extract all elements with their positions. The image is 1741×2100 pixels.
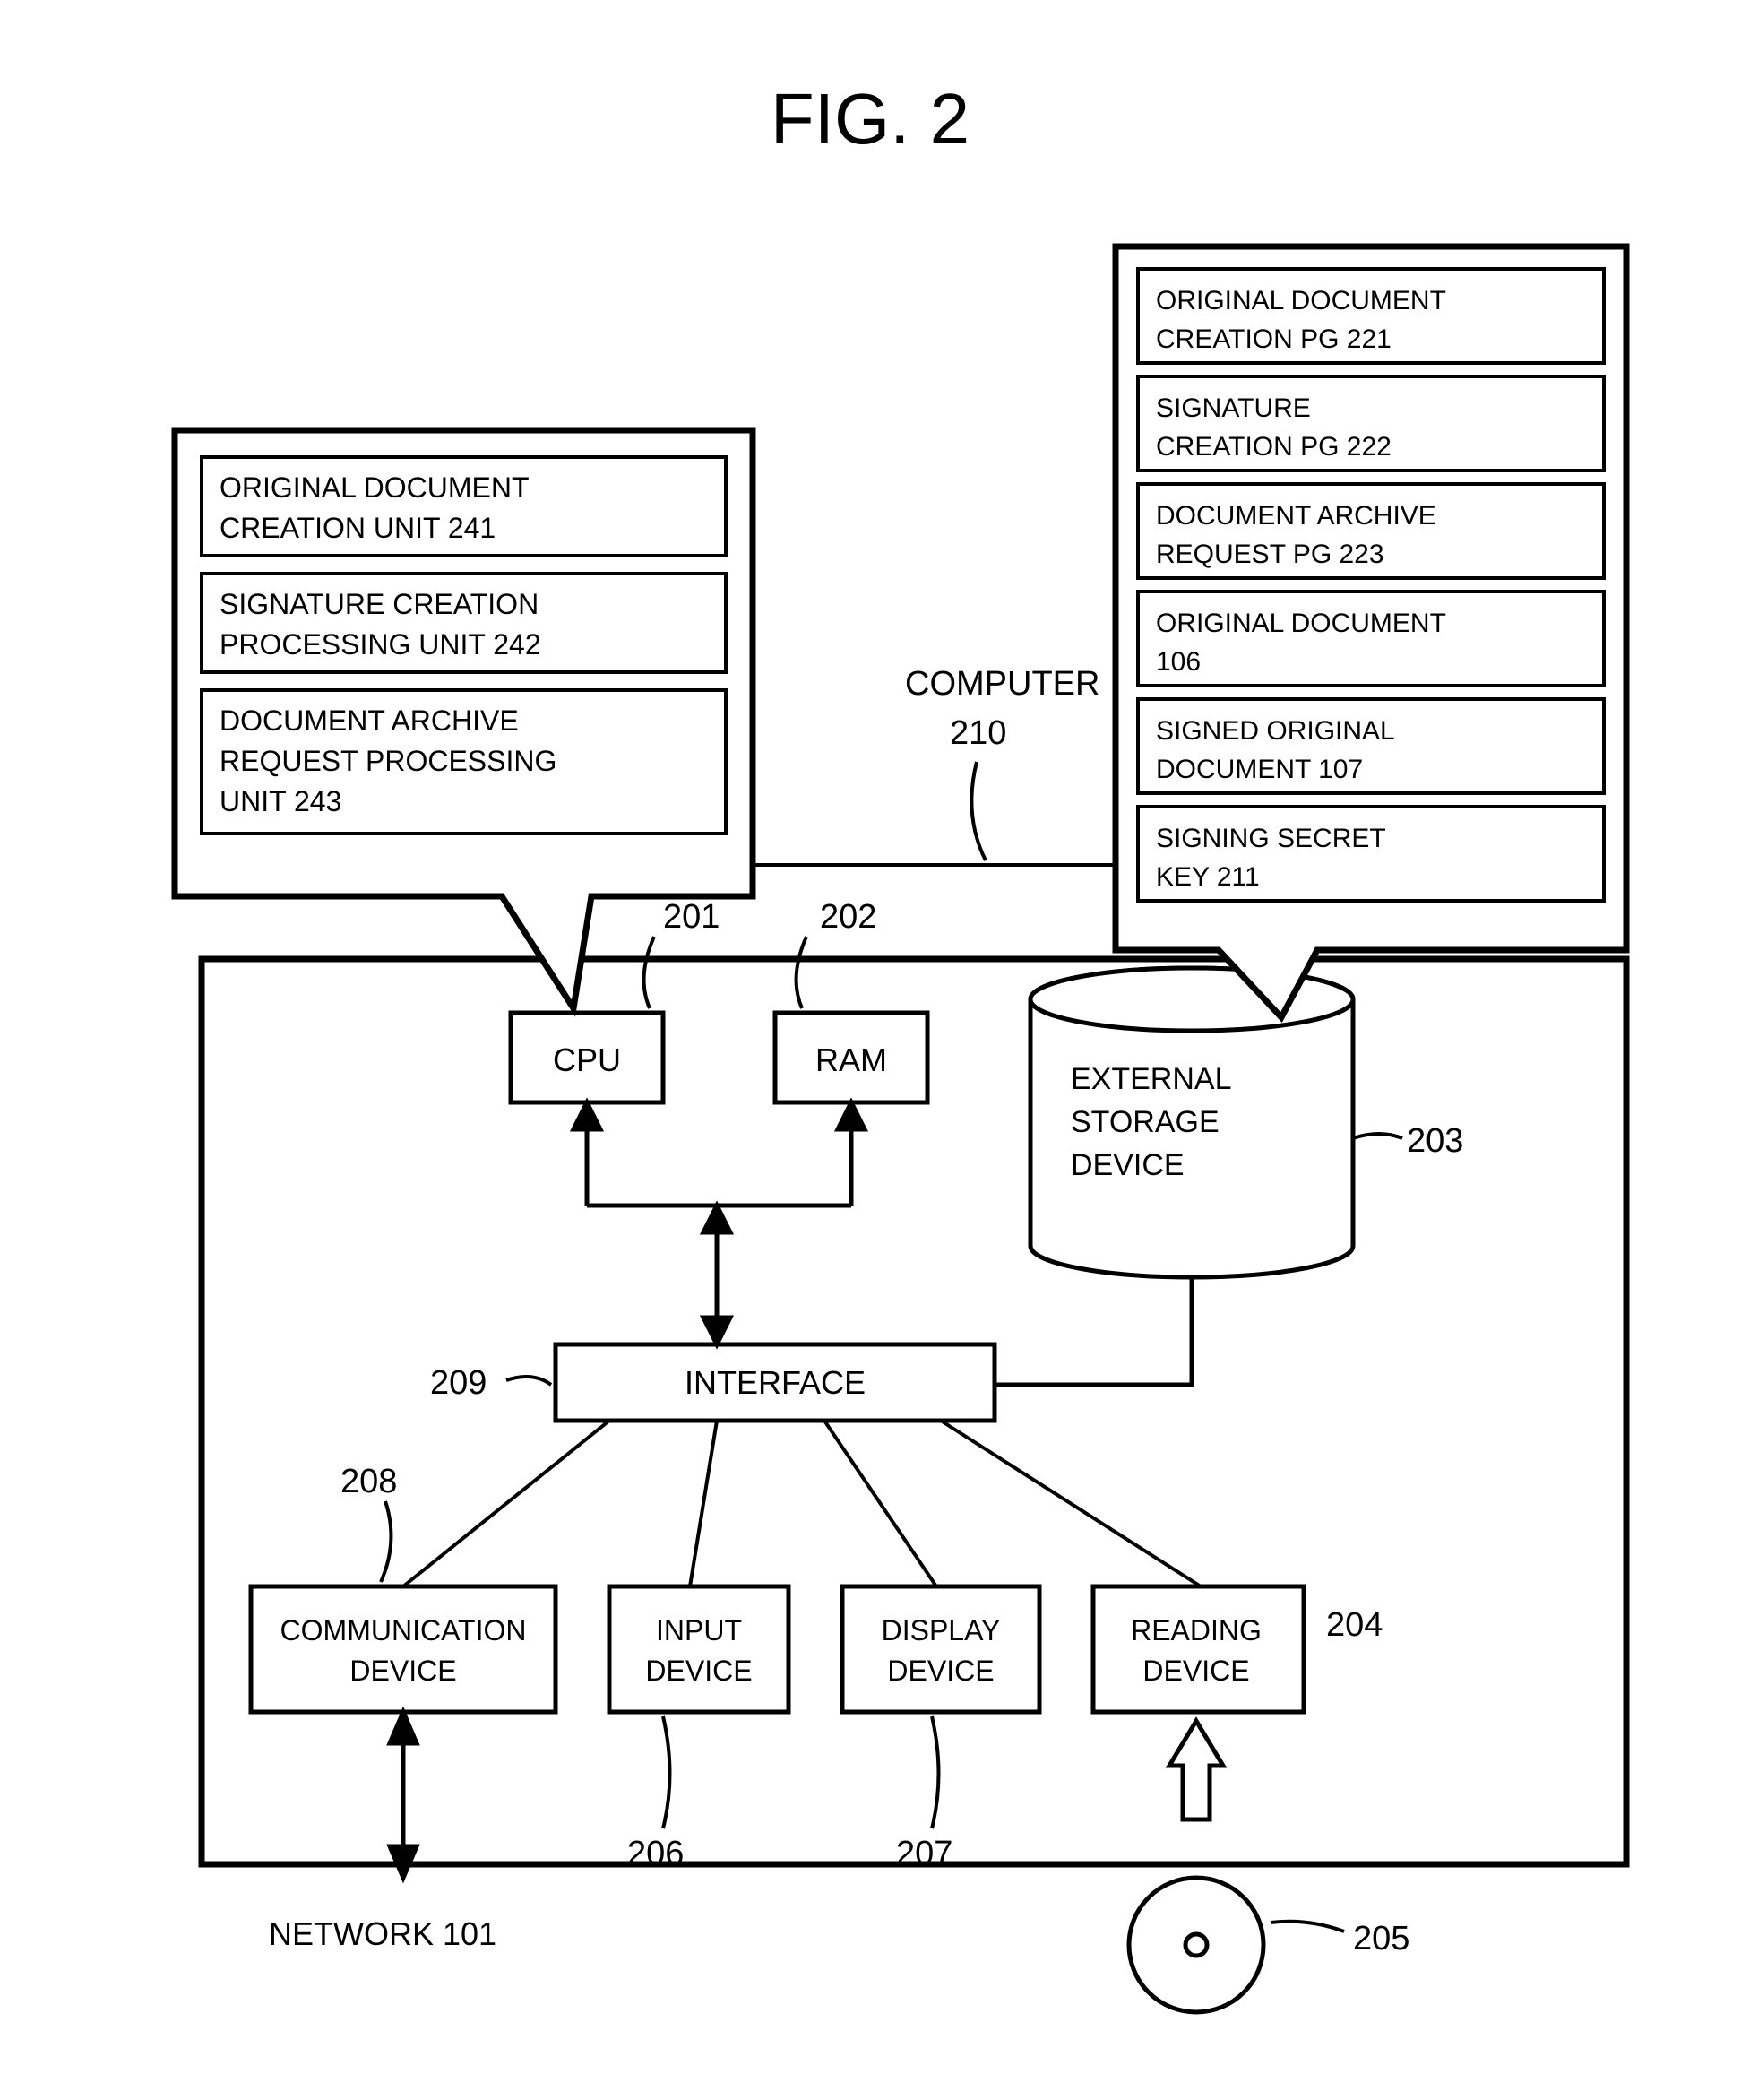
display-device-box <box>842 1586 1039 1712</box>
display-label-2: DEVICE <box>887 1655 994 1687</box>
storage-callout-item6-line1: SIGNING SECRET <box>1156 824 1386 853</box>
ram-label: RAM <box>815 1041 887 1078</box>
storage-callout-item1-line1: ORIGINAL DOCUMENT <box>1156 286 1446 315</box>
cpu-ref-leader <box>644 937 654 1008</box>
storage-connector <box>995 1277 1192 1385</box>
input-ref-leader <box>663 1716 670 1828</box>
interface-label: INTERFACE <box>685 1364 866 1401</box>
cpu-callout-item2-line1: SIGNATURE CREATION <box>220 588 539 620</box>
interface-fanout <box>403 1421 1201 1586</box>
display-ref: 207 <box>896 1835 952 1872</box>
storage-callout-item5-line1: SIGNED ORIGINAL <box>1156 716 1395 746</box>
storage-label-1: EXTERNAL <box>1071 1062 1232 1096</box>
cpu-callout-item1-line1: ORIGINAL DOCUMENT <box>220 471 530 504</box>
comm-label-1: COMMUNICATION <box>280 1614 527 1646</box>
ram-ref-leader <box>797 937 806 1008</box>
storage-callout: ORIGINAL DOCUMENT CREATION PG 221 SIGNAT… <box>1116 246 1626 1017</box>
cpu-label: CPU <box>553 1041 621 1078</box>
storage-callout-item5-line2: DOCUMENT 107 <box>1156 755 1363 784</box>
storage-callout-item6-line2: KEY 211 <box>1156 862 1260 892</box>
comm-device-box <box>251 1586 556 1712</box>
storage-callout-item3-line1: DOCUMENT ARCHIVE <box>1156 501 1436 531</box>
computer-label: COMPUTER <box>905 665 1099 703</box>
cpu-callout-item2-line2: PROCESSING UNIT 242 <box>220 628 541 661</box>
computer-leader <box>971 762 986 860</box>
cpu-callout-item3-line2: REQUEST PROCESSING <box>220 745 556 777</box>
interface-ref: 209 <box>430 1364 487 1402</box>
reading-device-box <box>1093 1586 1304 1712</box>
cpu-ref: 201 <box>663 898 720 936</box>
storage-label-2: STORAGE <box>1071 1105 1220 1139</box>
computer-ref: 210 <box>950 714 1006 752</box>
storage-ref: 203 <box>1407 1122 1463 1160</box>
disk-ref-leader <box>1271 1922 1344 1931</box>
storage-callout-item4-line1: ORIGINAL DOCUMENT <box>1156 609 1446 638</box>
cpu-callout-item3-line1: DOCUMENT ARCHIVE <box>220 704 519 737</box>
network-label: NETWORK 101 <box>269 1915 496 1952</box>
comm-ref: 208 <box>340 1463 397 1500</box>
disk-ref: 205 <box>1353 1920 1409 1957</box>
interface-ref-leader <box>506 1377 551 1385</box>
storage-ref-leader <box>1353 1134 1402 1138</box>
cpu-callout-item1-line2: CREATION UNIT 241 <box>220 512 496 544</box>
reading-label-1: READING <box>1131 1614 1262 1646</box>
ram-ref: 202 <box>820 898 876 936</box>
display-ref-leader <box>932 1716 939 1828</box>
comm-label-2: DEVICE <box>349 1655 456 1687</box>
storage-callout-item4-line2: 106 <box>1156 647 1201 677</box>
storage-label-3: DEVICE <box>1071 1148 1185 1182</box>
network-arrow <box>390 1712 417 1878</box>
bus-arrows <box>573 1102 865 1344</box>
display-label-1: DISPLAY <box>882 1614 1001 1646</box>
reading-label-2: DEVICE <box>1142 1655 1249 1687</box>
reading-ref: 204 <box>1326 1606 1383 1644</box>
comm-ref-leader <box>381 1501 391 1582</box>
input-label-1: INPUT <box>656 1614 742 1646</box>
storage-callout-item2-line2: CREATION PG 222 <box>1156 432 1392 462</box>
input-label-2: DEVICE <box>645 1655 752 1687</box>
storage-callout-item2-line1: SIGNATURE <box>1156 393 1311 423</box>
disk-icon <box>1129 1878 1263 2012</box>
storage-callout-item1-line2: CREATION PG 221 <box>1156 324 1392 354</box>
figure-title: FIG. 2 <box>771 79 970 159</box>
cpu-callout-item3-line3: UNIT 243 <box>220 785 341 817</box>
disk-arrow <box>1169 1721 1223 1819</box>
input-device-box <box>609 1586 789 1712</box>
storage-callout-item3-line2: REQUEST PG 223 <box>1156 540 1384 569</box>
input-ref: 206 <box>627 1835 684 1872</box>
